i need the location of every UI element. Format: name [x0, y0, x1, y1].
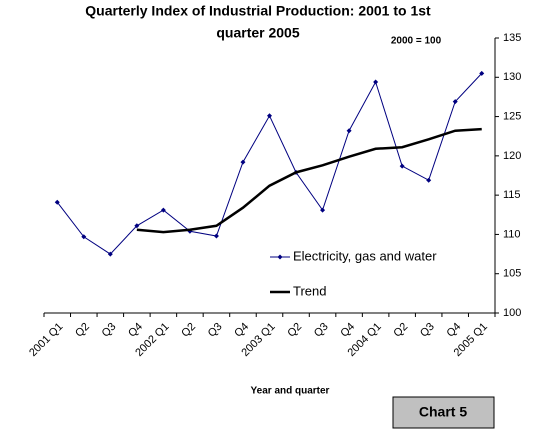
legend-label: Trend — [293, 283, 326, 298]
x-tick-label: Q4 — [338, 321, 357, 340]
x-tick-label: Q2 — [73, 321, 92, 340]
chart-label: Chart 5 — [419, 404, 467, 420]
marker — [134, 223, 140, 229]
y-tick-label: 110 — [503, 228, 521, 240]
x-tick-label: Q4 — [232, 321, 251, 340]
marker — [320, 207, 326, 213]
chart-title: quarter 2005 — [216, 25, 299, 41]
legend-label: Electricity, gas and water — [293, 248, 437, 263]
marker — [426, 177, 432, 183]
marker — [373, 79, 379, 85]
y-tick-label: 125 — [503, 110, 521, 122]
chart-title: Quarterly Index of Industrial Production… — [85, 3, 431, 19]
y-tick-label: 115 — [503, 189, 521, 201]
y-tick-label: 120 — [503, 150, 521, 162]
marker — [213, 233, 219, 239]
y-tick-label: 100 — [503, 307, 521, 319]
y-tick-label: 105 — [503, 268, 521, 280]
marker — [346, 128, 352, 134]
y-tick-label: 135 — [503, 32, 521, 44]
marker — [399, 163, 405, 169]
x-tick-label: Q3 — [312, 321, 331, 340]
marker — [240, 159, 246, 165]
marker — [160, 207, 166, 213]
annotation: 2000 = 100 — [391, 36, 442, 47]
x-tick-label: Q3 — [206, 321, 225, 340]
chart-label-box — [392, 396, 495, 429]
y-tick-label: 130 — [503, 71, 521, 83]
x-tick-label: Q4 — [445, 321, 464, 340]
marker — [267, 113, 272, 119]
x-tick-label: 2001 Q1 — [27, 321, 65, 359]
x-tick-label: Q2 — [285, 321, 304, 340]
x-tick-label: Q2 — [179, 321, 198, 340]
series-line — [56, 73, 483, 255]
marker — [107, 251, 113, 257]
x-tick-label: Q4 — [126, 321, 145, 340]
x-tick-label: Q2 — [391, 321, 410, 340]
x-tick-label: Q3 — [100, 321, 119, 340]
marker — [54, 199, 60, 205]
series-line — [136, 127, 482, 234]
marker — [81, 234, 87, 240]
marker — [479, 70, 485, 76]
marker — [452, 99, 458, 105]
legend-marker — [277, 254, 283, 260]
x-axis-label: Year and quarter — [251, 386, 330, 397]
x-tick-label: Q3 — [418, 321, 437, 340]
